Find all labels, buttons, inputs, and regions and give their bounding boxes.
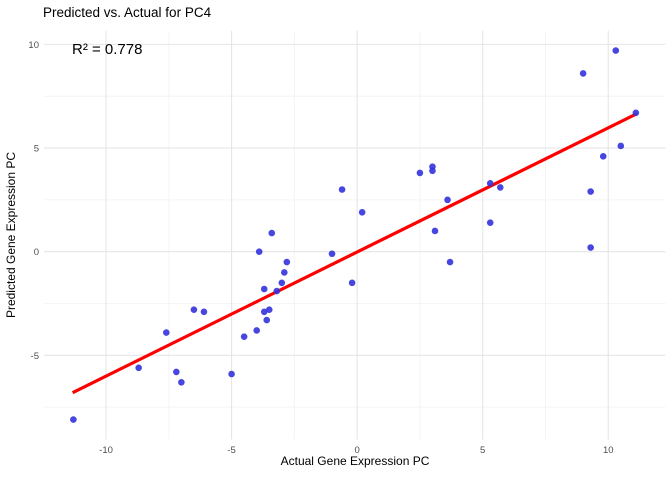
data-point bbox=[178, 378, 185, 386]
data-point bbox=[348, 279, 356, 287]
y-axis-title: Predicted Gene Expression PC bbox=[4, 151, 18, 319]
data-point bbox=[429, 167, 436, 175]
data-point bbox=[268, 229, 276, 237]
y-tick-label: -5 bbox=[31, 351, 39, 362]
data-point bbox=[173, 368, 180, 376]
data-point bbox=[612, 47, 620, 54]
data-point bbox=[260, 285, 268, 293]
data-point bbox=[416, 169, 424, 177]
x-tick-label: -5 bbox=[227, 445, 235, 456]
x-tick-label: 10 bbox=[603, 445, 614, 456]
data-point bbox=[328, 250, 336, 258]
data-point bbox=[283, 258, 291, 266]
data-point bbox=[278, 279, 286, 287]
data-point bbox=[190, 306, 198, 314]
data-point bbox=[587, 188, 594, 195]
data-point bbox=[240, 333, 248, 340]
data-point bbox=[255, 248, 263, 255]
x-axis-title: Actual Gene Expression PC bbox=[280, 454, 430, 468]
data-point bbox=[265, 306, 273, 314]
data-point bbox=[273, 287, 281, 295]
data-point bbox=[358, 208, 366, 216]
data-point bbox=[200, 308, 208, 316]
x-tick-label: 0 bbox=[354, 445, 359, 456]
x-tick-label: 5 bbox=[480, 445, 485, 456]
data-point bbox=[496, 184, 504, 191]
data-point bbox=[579, 70, 587, 77]
data-point bbox=[135, 364, 142, 372]
data-point bbox=[444, 196, 451, 204]
data-point bbox=[338, 186, 346, 193]
data-point bbox=[281, 269, 288, 276]
regression-line bbox=[71, 112, 638, 395]
data-point bbox=[228, 370, 235, 378]
y-tick-label: 10 bbox=[28, 40, 39, 51]
data-point bbox=[253, 327, 260, 334]
data-point bbox=[446, 258, 454, 266]
r-squared-annotation: R² = 0.778 bbox=[72, 41, 143, 58]
y-tick-label: 0 bbox=[34, 247, 39, 258]
data-point bbox=[70, 416, 77, 423]
data-point bbox=[486, 219, 494, 226]
data-point bbox=[431, 227, 439, 235]
data-point bbox=[617, 142, 625, 150]
data-point bbox=[162, 329, 170, 336]
data-point bbox=[260, 308, 268, 316]
data-point bbox=[599, 153, 607, 160]
data-point bbox=[632, 109, 640, 117]
data-point bbox=[263, 316, 271, 324]
data-point bbox=[486, 179, 494, 187]
chart-title: Predicted vs. Actual for PC4 bbox=[43, 5, 212, 20]
x-tick-label: -10 bbox=[99, 445, 113, 456]
data-point bbox=[587, 244, 594, 251]
y-tick-label: 5 bbox=[34, 144, 39, 155]
